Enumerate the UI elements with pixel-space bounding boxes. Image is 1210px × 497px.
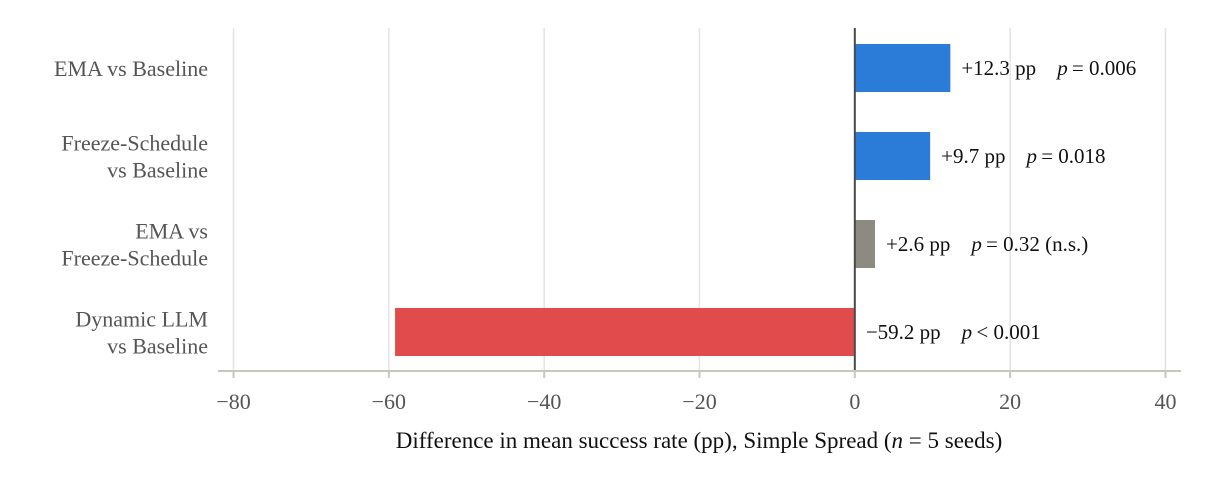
bar-value-label: +9.7 pp p = 0.018 (941, 144, 1105, 168)
bars (395, 44, 951, 356)
bar-value-label: +12.3 pp p = 0.006 (961, 56, 1136, 80)
x-tick-label: 0 (849, 389, 860, 414)
gridlines (232, 28, 1167, 371)
category-label: EMA vs Freeze-Schedule (61, 219, 208, 271)
category-label: EMA vs Baseline (54, 56, 208, 81)
category-label: Freeze-Schedule vs Baseline (61, 131, 208, 183)
bar (395, 308, 855, 356)
bar-value-label: −59.2 pp p < 0.001 (866, 320, 1041, 344)
x-axis-title: Difference in mean success rate (pp), Si… (396, 428, 1003, 453)
bar-value-label: +2.6 pp p = 0.32 (n.s.) (886, 232, 1088, 256)
x-tick-label: 40 (1154, 389, 1176, 414)
x-tick-label: −80 (216, 389, 250, 414)
x-ticks: −80 −60 −40 −20 0 20 40 (216, 371, 1176, 414)
x-tick-label: 20 (999, 389, 1021, 414)
x-tick-label: −20 (682, 389, 716, 414)
bar (854, 132, 931, 180)
bar (854, 44, 951, 92)
value-labels: +12.3 pp p = 0.006 +9.7 pp p = 0.018 +2.6 … (866, 56, 1136, 344)
x-tick-label: −40 (527, 389, 561, 414)
x-tick-label: −60 (372, 389, 406, 414)
bar (854, 220, 876, 268)
category-labels: EMA vs Baseline Freeze-Schedule vs Baselin… (54, 56, 208, 359)
category-label: Dynamic LLM vs Baseline (75, 307, 208, 359)
